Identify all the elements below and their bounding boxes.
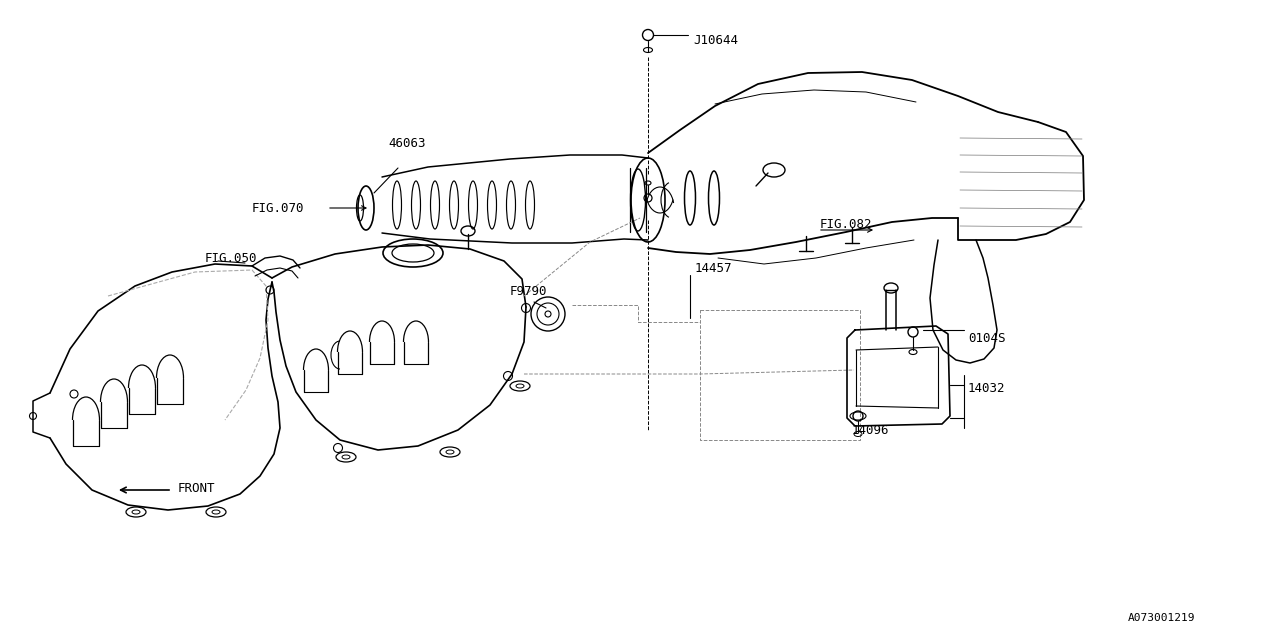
Text: 46063: 46063 bbox=[388, 136, 425, 150]
Text: 14457: 14457 bbox=[695, 262, 732, 275]
Text: A073001219: A073001219 bbox=[1128, 613, 1196, 623]
Text: 14032: 14032 bbox=[968, 381, 1006, 394]
Text: F9790: F9790 bbox=[509, 285, 548, 298]
Text: FIG.082: FIG.082 bbox=[820, 218, 873, 230]
Text: FIG.050: FIG.050 bbox=[205, 252, 257, 264]
Text: FIG.070: FIG.070 bbox=[252, 202, 305, 214]
Text: J10644: J10644 bbox=[692, 33, 739, 47]
Text: 14096: 14096 bbox=[852, 424, 890, 436]
Text: FRONT: FRONT bbox=[178, 481, 215, 495]
Text: 0104S: 0104S bbox=[968, 332, 1006, 344]
